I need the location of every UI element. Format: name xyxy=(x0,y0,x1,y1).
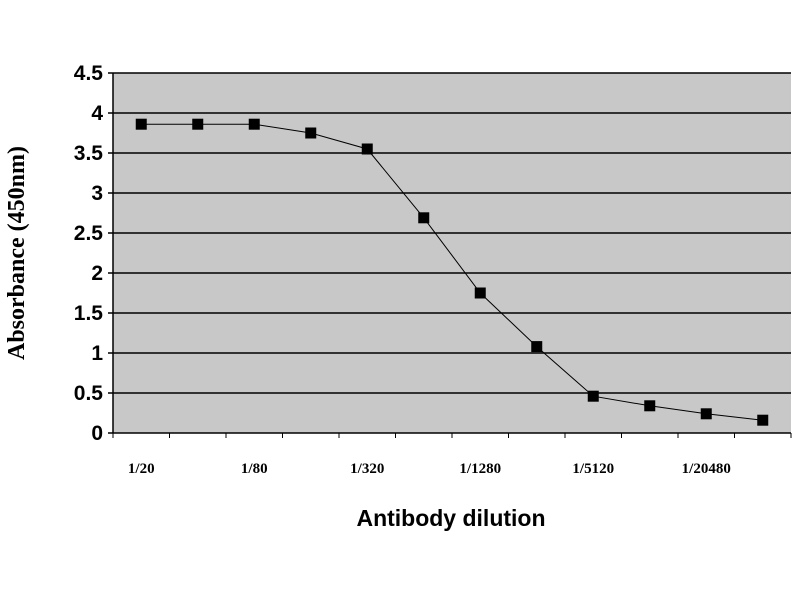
x-axis-title: Antibody dilution xyxy=(356,505,545,531)
data-point-1/40960 xyxy=(757,414,769,426)
data-point-1/40 xyxy=(192,118,204,130)
data-point-1/10240 xyxy=(644,400,656,412)
y-tick-label: 3.5 xyxy=(74,142,104,165)
plot-area xyxy=(113,73,791,433)
x-tick-label: 1/1280 xyxy=(459,461,501,477)
y-tick-label: 4 xyxy=(91,102,103,125)
y-tick-label: 0 xyxy=(91,422,103,445)
y-axis-title: Absorbance (450nm) xyxy=(4,146,30,360)
data-point-1/1280 xyxy=(474,287,486,299)
y-tick-label: 1.5 xyxy=(74,302,104,325)
data-point-1/2560 xyxy=(531,341,543,353)
data-point-1/160 xyxy=(305,127,317,139)
series-line xyxy=(141,123,763,421)
x-tick-label: 1/20480 xyxy=(682,461,731,477)
data-point-1/20480 xyxy=(700,408,712,420)
data-point-1/80 xyxy=(248,118,260,130)
data-point-1/640 xyxy=(418,212,430,224)
y-tick-label: 3 xyxy=(91,182,103,205)
x-tick-label: 1/20 xyxy=(128,461,155,477)
data-point-1/5120 xyxy=(587,390,599,402)
x-tick-label: 1/5120 xyxy=(572,461,614,477)
y-tick-label: 1 xyxy=(91,342,103,365)
x-tick-label: 1/80 xyxy=(241,461,268,477)
x-tick-label: 1/320 xyxy=(350,461,384,477)
y-tick-label: 4.5 xyxy=(74,62,104,85)
y-tick-label: 2 xyxy=(91,262,103,285)
y-tick-label: 0.5 xyxy=(74,382,104,405)
y-tick-label: 2.5 xyxy=(74,222,104,245)
data-point-1/20 xyxy=(135,118,147,130)
data-point-1/320 xyxy=(361,143,373,155)
